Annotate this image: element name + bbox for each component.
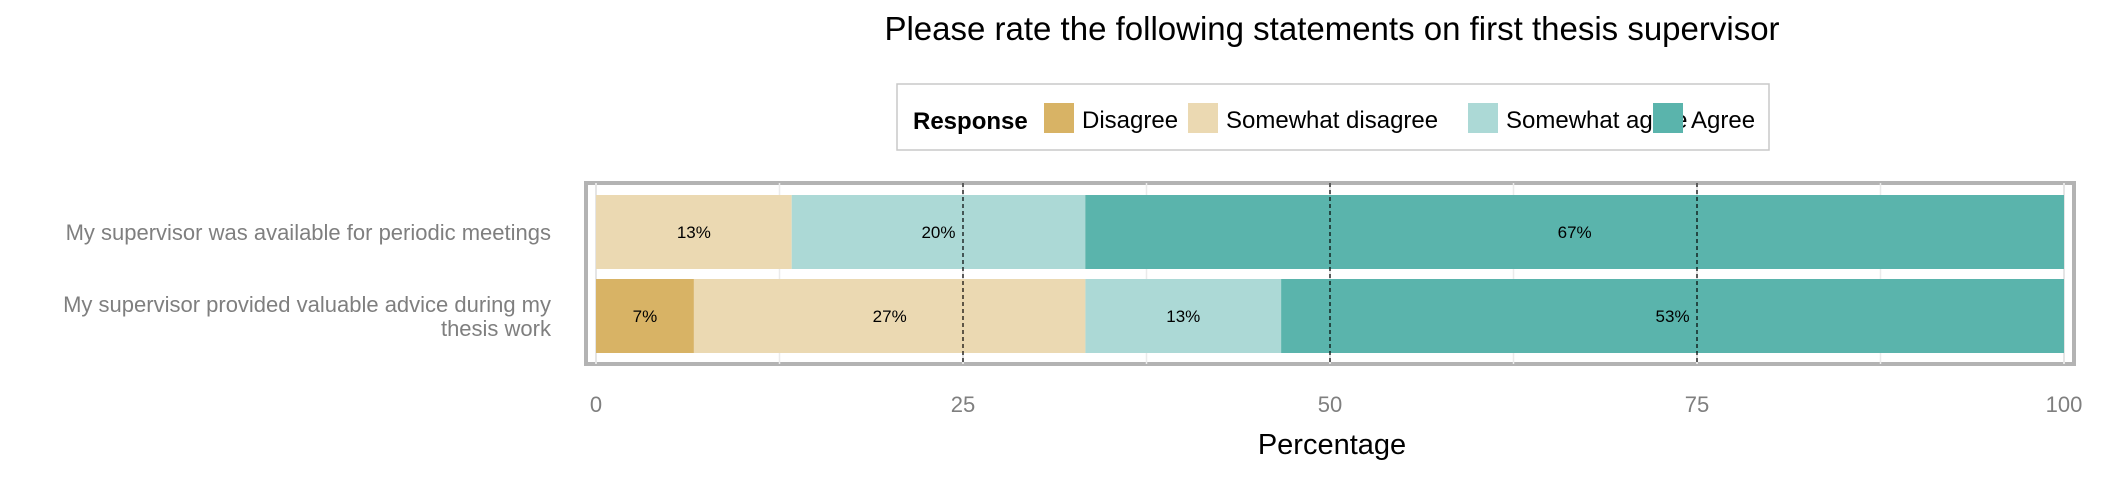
- legend-key: [1653, 103, 1683, 133]
- category-label: My supervisor provided valuable advice d…: [63, 292, 552, 341]
- legend: Response Disagree Somewhat disagree Somewh…: [897, 84, 1769, 150]
- x-tick-label: 25: [951, 392, 975, 417]
- data-label: 67%: [1558, 223, 1592, 242]
- x-tick-label: 75: [1685, 392, 1709, 417]
- chart-title: Please rate the following statements on …: [884, 10, 1779, 47]
- legend-key: [1468, 103, 1498, 133]
- plot-area: 13% 20% 67% 7% 27% 13% 53%: [586, 183, 2074, 364]
- x-axis: Percentage 0 25 50 75 100: [590, 392, 2082, 461]
- data-label: 13%: [1166, 307, 1200, 326]
- legend-label: Somewhat disagree: [1226, 107, 1438, 134]
- data-label: 7%: [633, 307, 658, 326]
- category-label: My supervisor was available for periodic…: [66, 220, 551, 245]
- legend-label: Agree: [1691, 107, 1755, 134]
- x-tick-label: 50: [1318, 392, 1342, 417]
- data-label: 27%: [873, 307, 907, 326]
- x-tick-label: 0: [590, 392, 602, 417]
- data-label: 20%: [921, 223, 955, 242]
- legend-title: Response: [913, 108, 1028, 135]
- data-label: 53%: [1656, 307, 1690, 326]
- legend-key: [1044, 103, 1074, 133]
- x-tick-label: 100: [2046, 392, 2083, 417]
- data-label: 13%: [677, 223, 711, 242]
- legend-key: [1188, 103, 1218, 133]
- x-axis-title: Percentage: [1258, 429, 1406, 461]
- legend-label: Disagree: [1082, 107, 1178, 134]
